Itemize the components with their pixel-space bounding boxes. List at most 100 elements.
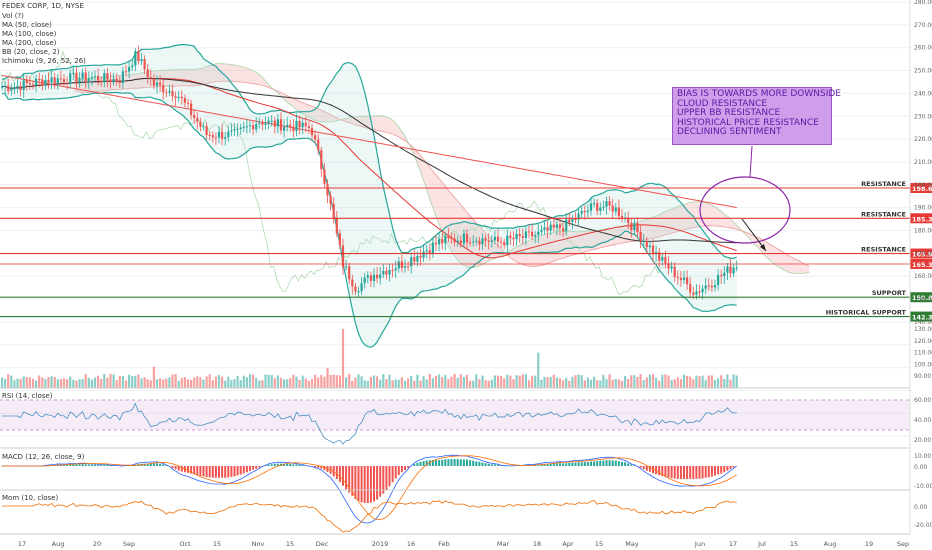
rsi-tick-label: 20.00 [914, 437, 931, 444]
volume-bar [146, 379, 149, 388]
macd-histogram-bar [100, 465, 103, 466]
volume-bar [31, 378, 35, 388]
macd-histogram-bar [645, 466, 648, 471]
time-tick-label: 18 [533, 540, 541, 548]
candle-body [682, 277, 686, 281]
macd-histogram-bar [211, 466, 214, 478]
moving-averages [1, 75, 737, 259]
candle-body [10, 89, 13, 91]
time-tick-label: Oct [179, 540, 191, 548]
candle-body [103, 73, 106, 83]
macd-histogram-bar [431, 460, 434, 466]
rsi-pane-label[interactable]: RSI (14, close) [2, 392, 53, 400]
volume-bar [391, 380, 394, 388]
candle-body [202, 126, 205, 128]
candle-body [509, 235, 512, 238]
candlesticks [0, 45, 738, 300]
macd-histogram-bar [441, 459, 444, 466]
volume-bar [546, 377, 549, 388]
volume-bar [434, 375, 438, 388]
candle-body [630, 223, 633, 231]
volume-bar [701, 375, 704, 388]
volume-bar [230, 379, 233, 388]
macd-histogram-bar [106, 465, 109, 466]
candle-body [320, 150, 323, 170]
volume-bar [174, 374, 177, 388]
candle-body [121, 71, 124, 83]
candle-body [661, 256, 664, 261]
candle-body [617, 207, 620, 217]
macd-histogram-bar [298, 464, 301, 466]
candle-body [369, 275, 372, 281]
candle-body [270, 120, 273, 122]
mom-tick-label: 0.00 [914, 504, 928, 511]
volume-bar [314, 374, 317, 388]
macd-pane-label[interactable]: MACD (12, 26, close, 9) [2, 453, 85, 461]
candle-body [131, 65, 134, 68]
indicator-bb[interactable]: BB (20, close, 2) [2, 48, 60, 56]
time-tick-label: Jun [694, 540, 705, 548]
candle-body [729, 266, 732, 274]
volume-bar [537, 352, 540, 388]
candle-body [242, 127, 245, 129]
mom-pane-label[interactable]: Mom (10, close) [2, 494, 59, 502]
price-tick-label: 220.00 [914, 136, 932, 143]
volume-bar [38, 375, 41, 388]
indicator-vol[interactable]: Vol (?) [2, 12, 24, 20]
span-b-line [74, 80, 810, 268]
candle-body [478, 240, 481, 245]
macd-histogram-bar [320, 466, 323, 469]
bias-annotation[interactable]: BIAS IS TOWARDS MORE DOWNSIDE CLOUD RESI… [672, 87, 841, 145]
volume-bar [190, 379, 193, 388]
volume-bar [515, 375, 518, 388]
candle-body [667, 263, 670, 269]
symbol-title: FEDEX CORP, 1D, NYSE [2, 2, 84, 10]
time-axis: 17 Aug 20 Sep Oct 15 Nov 15 Dec 2019 16 Feb Mar 18 Apr… [18, 540, 909, 548]
indicator-ma200[interactable]: MA (200, close) [2, 39, 57, 47]
candle-body [186, 102, 190, 104]
volume-bar [676, 377, 679, 388]
volume-bar [66, 379, 69, 388]
candle-body [574, 218, 577, 220]
candle-body [713, 285, 717, 288]
candle-body [438, 239, 441, 245]
volume-bar [543, 376, 546, 388]
candle-body [62, 79, 66, 83]
time-tick-label: 2019 [372, 540, 389, 548]
price-tick-label: 190.00 [914, 205, 932, 212]
candle-body [332, 203, 335, 219]
indicator-ichimoku[interactable]: Ichimoku (9, 26, 52, 26) [2, 57, 86, 65]
volume-bar [310, 379, 314, 388]
indicator-ma100[interactable]: MA (100, close) [2, 30, 57, 38]
volume-bar [695, 375, 698, 388]
macd-histogram-bar [459, 459, 462, 466]
volume-bar [87, 377, 90, 388]
volume-bar [171, 374, 174, 388]
candle-body [571, 218, 574, 223]
macd-histogram-bar [397, 466, 400, 475]
volume-bar [286, 379, 289, 388]
candle-body [558, 224, 562, 229]
macd-histogram-bar [565, 463, 568, 466]
candle-body [639, 231, 642, 242]
macd-histogram-bar [481, 462, 484, 466]
candle-body [503, 242, 506, 246]
macd-histogram-bar [726, 466, 729, 471]
candle-body [428, 250, 431, 254]
volume-bar [217, 375, 221, 388]
candle-body [648, 245, 651, 248]
price-tick-label: 120.00 [914, 338, 932, 345]
volume-bar [183, 377, 186, 388]
indicator-ma50[interactable]: MA (50, close) [2, 21, 52, 29]
candle-body [134, 51, 137, 66]
candle-body [41, 79, 44, 86]
volume-bar [211, 380, 214, 388]
price-tick-label: 170.00 [914, 250, 932, 257]
volume-bar [490, 379, 493, 388]
volume-bar [115, 380, 118, 388]
volume-bar [648, 374, 651, 388]
candle-body [599, 207, 602, 211]
volume-bar [481, 375, 484, 388]
candle-body [518, 233, 521, 236]
